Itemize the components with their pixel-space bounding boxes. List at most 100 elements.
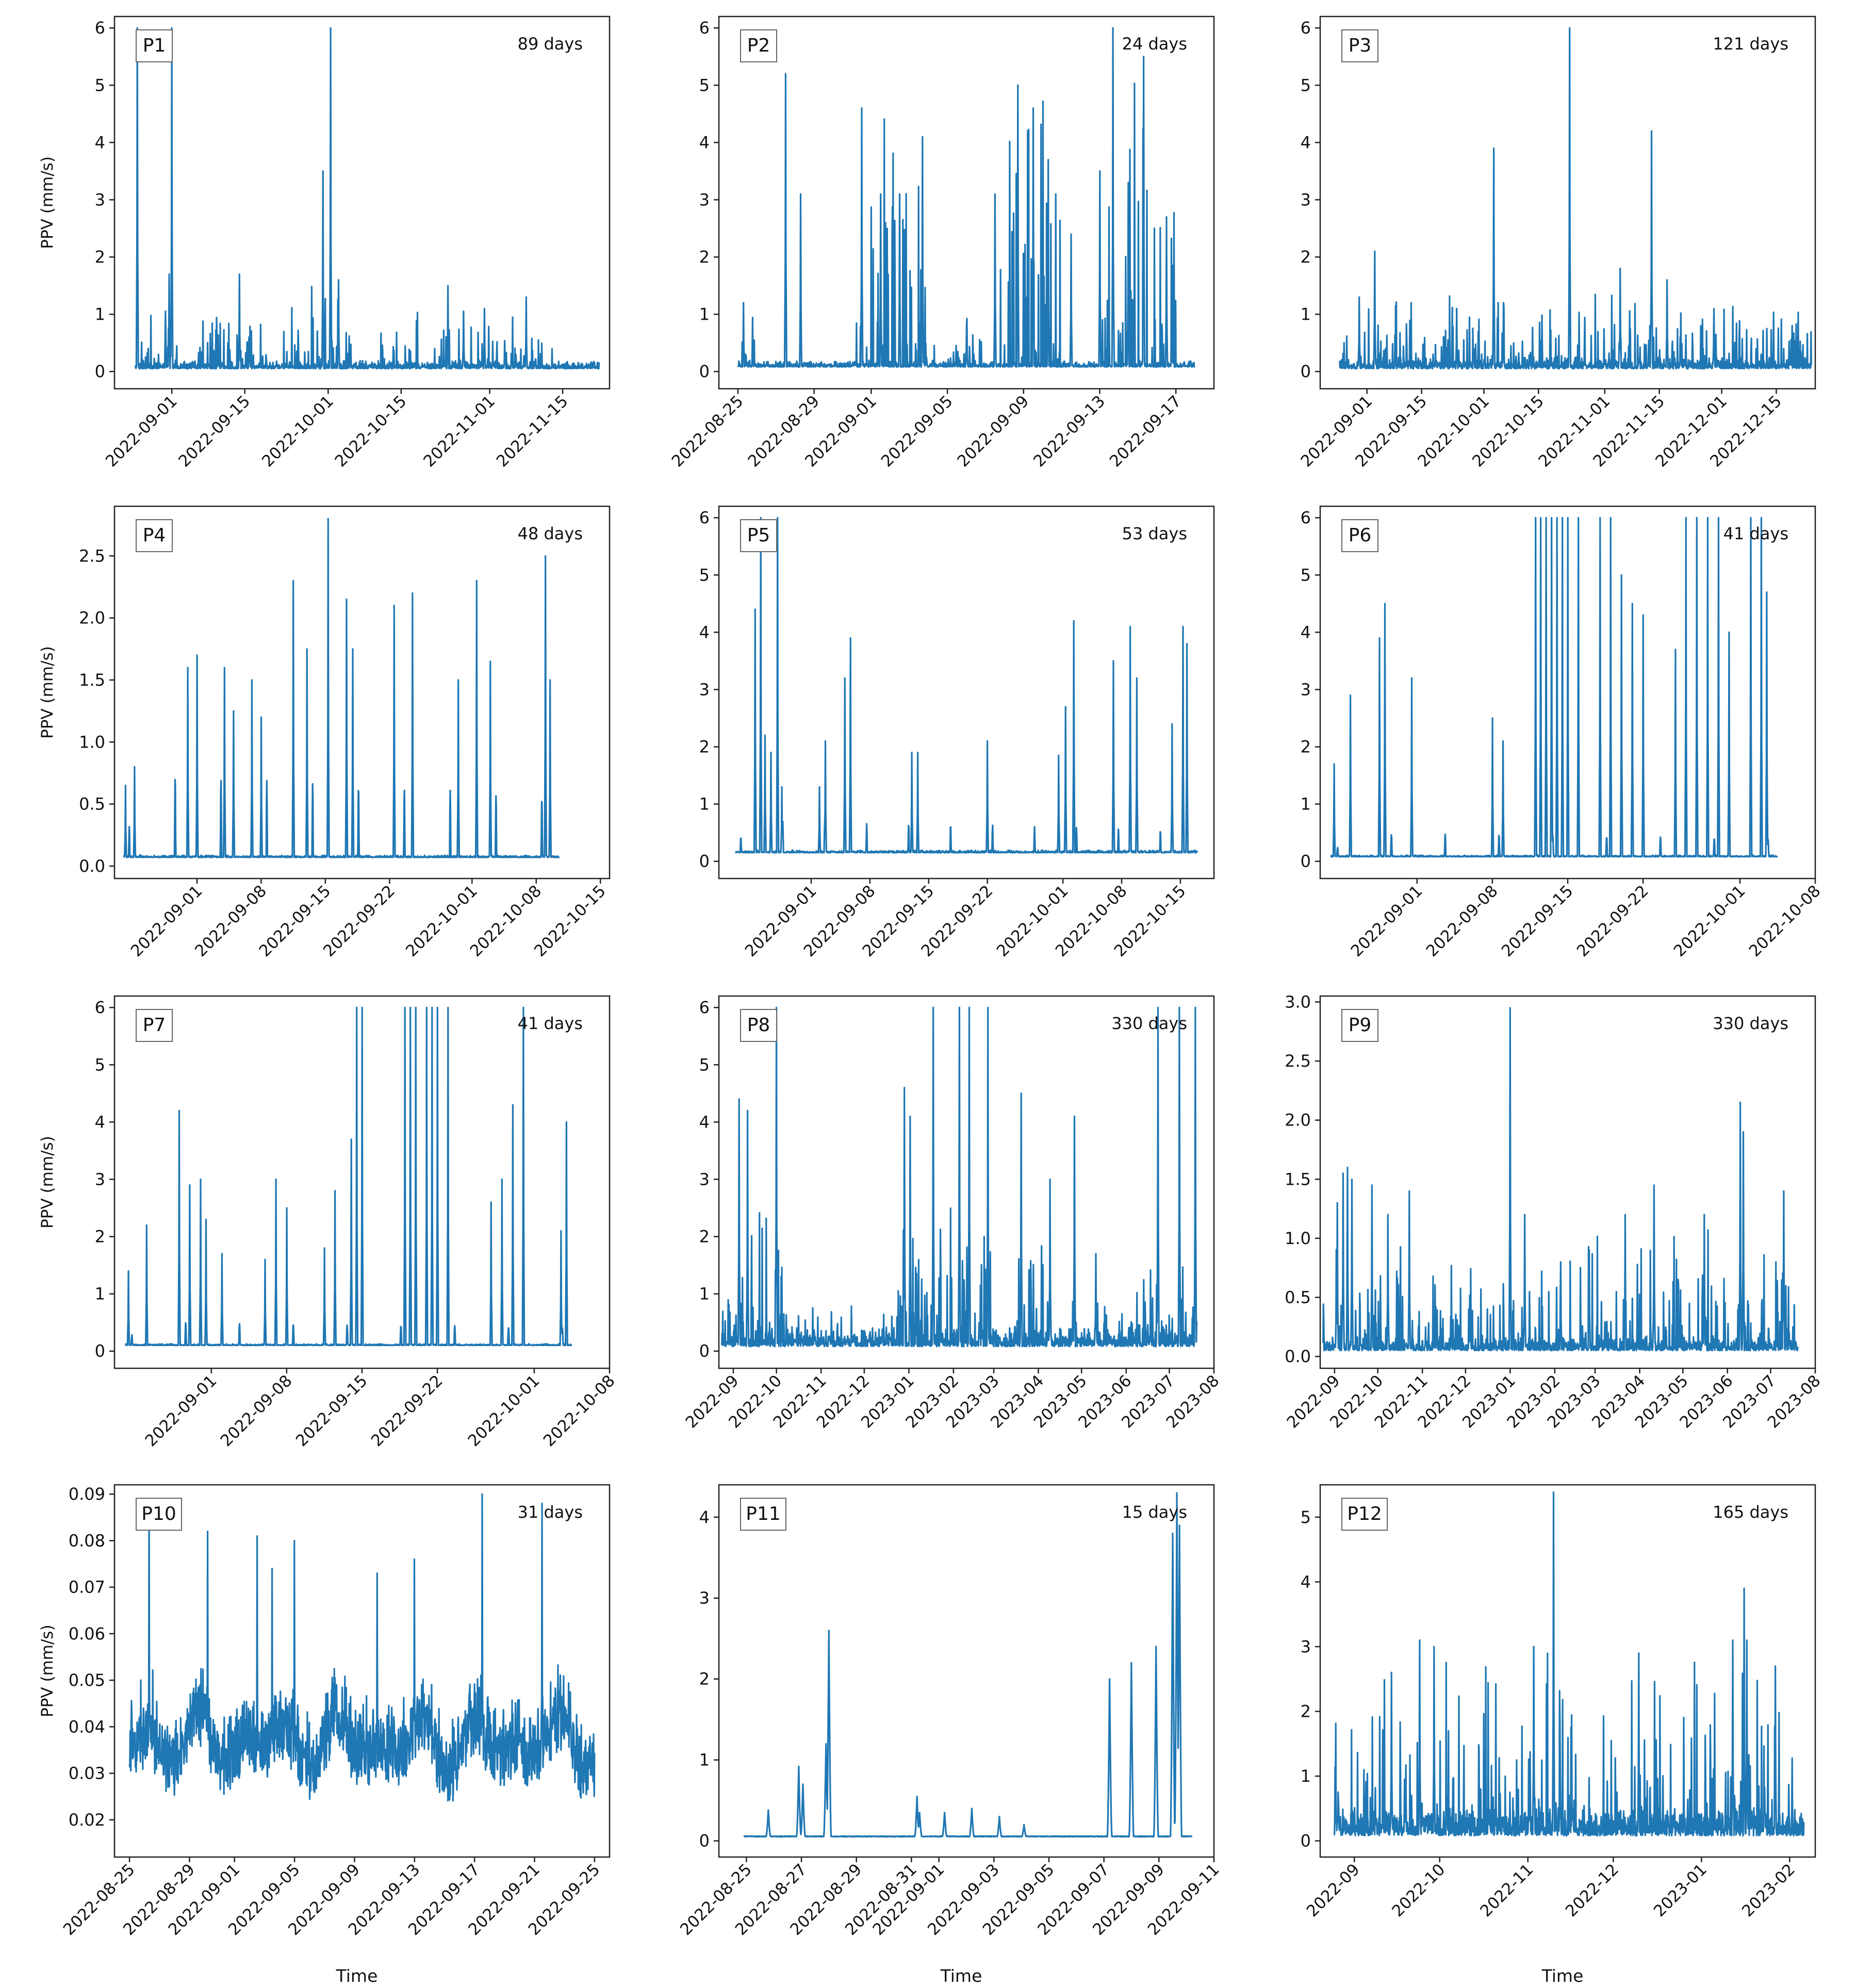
panel-label: P9 [1341,1009,1378,1042]
y-tick-label: 2 [699,1227,710,1247]
x-tick-label: 2022-09-01 [1348,882,1426,960]
x-tick-label: 2022-09-05 [878,392,957,471]
duration-label: 15 days [1122,1502,1187,1522]
y-tick-label: 2 [1301,737,1311,757]
y-tick-label: 4 [95,132,105,152]
y-tick-label: 3 [699,1588,710,1608]
panel-p8: 01234562022-092022-102022-112022-122023-… [682,995,1223,1432]
y-tick-label: 0 [699,1831,710,1851]
y-tick-label: 5 [1301,565,1311,585]
panel-label: P4 [136,519,173,552]
duration-label: 330 days [1111,1014,1187,1033]
panel-label-text: P8 [747,1015,770,1036]
x-axis-label: Time [336,1966,378,1986]
panel-label: P1 [136,29,173,62]
y-tick-label: 0.02 [69,1810,105,1830]
panel-label: P6 [1341,519,1378,552]
y-tick-label: 1.0 [79,732,105,752]
x-tick-label: 2022-10-08 [1746,882,1825,960]
duration-label: 330 days [1713,1014,1788,1033]
axes-frame [718,15,1215,390]
y-tick-label: 5 [95,75,105,95]
duration-label: 41 days [518,1014,583,1033]
y-tick-label: 2 [95,1227,105,1247]
panel-label: P2 [740,29,777,62]
y-tick-label: 3.0 [1285,992,1311,1012]
y-tick-label: 1.5 [79,670,105,690]
panel-p6: 01234562022-09-012022-09-082022-09-15202… [1301,505,1825,960]
y-tick-label: 0 [699,852,710,871]
axes-frame [718,1484,1215,1858]
y-tick-label: 0.0 [1285,1347,1311,1366]
y-tick-label: 1 [699,1750,710,1770]
y-tick-label: 5 [1301,1507,1311,1527]
x-tick-label: 2022-09-17 [1106,392,1185,471]
series-line [1334,1491,1805,1837]
panel-p11: 012342022-08-252022-08-272022-08-292022-… [677,1484,1223,1986]
y-tick-label: 5 [95,1055,105,1074]
y-tick-label: 0.06 [69,1624,105,1644]
panel-label-text: P3 [1349,35,1372,56]
y-tick-label: 5 [699,565,710,585]
series-line [721,1006,1198,1348]
duration-label: 121 days [1713,34,1788,54]
x-tick-label: 2022-09-08 [1423,882,1502,960]
y-tick-label: 1 [1301,1766,1311,1786]
x-tick-label: 2022-11-01 [420,392,499,471]
axes-frame [113,505,611,880]
y-tick-label: 4 [1301,1572,1311,1592]
x-tick-label: 2022-09-15 [175,392,254,471]
duration-label: 41 days [1723,524,1788,543]
y-tick-label: 1 [95,1284,105,1304]
y-tick-label: 2.5 [1285,1051,1311,1071]
y-tick-label: 2 [699,247,710,267]
x-tick-label: 2022-09-22 [368,1371,447,1450]
y-tick-label: 0 [1301,362,1311,382]
axes-frame [718,505,1215,880]
series-line [743,1492,1193,1838]
y-tick-label: 6 [95,998,105,1017]
x-tick-label: 2023-02 [1738,1860,1799,1920]
panel-p7: 01234562022-09-012022-09-082022-09-15202… [38,995,619,1450]
y-tick-label: 2 [1301,247,1311,267]
panel-label-text: P9 [1349,1015,1372,1036]
y-tick-label: 2.5 [79,546,105,566]
x-axis-label: Time [1541,1966,1584,1986]
x-tick-label: 2022-11-15 [493,392,572,471]
y-tick-label: 5 [699,75,710,95]
y-axis-label: PPV (mm/s) [38,1625,57,1717]
duration-label: 53 days [1122,524,1187,543]
y-tick-label: 4 [699,132,710,152]
y-tick-label: 3 [699,190,710,209]
y-tick-label: 0.03 [69,1764,105,1783]
y-tick-label: 0 [1301,852,1311,871]
y-tick-label: 6 [699,18,710,38]
axes-frame [1319,15,1816,390]
y-tick-label: 4 [699,622,710,642]
panel-label: P3 [1341,29,1378,62]
y-tick-label: 4 [95,1112,105,1132]
panel-label-text: P5 [747,525,770,546]
y-tick-label: 6 [95,18,105,38]
series-line [1322,1007,1799,1352]
panel-p4: 0.00.51.01.52.02.52022-09-012022-09-0820… [38,505,611,960]
y-tick-label: 1 [699,794,710,814]
x-tick-label: 2022-08-25 [668,392,747,471]
panel-p3: 01234562022-09-012022-09-152022-10-01202… [1297,15,1816,471]
y-tick-label: 3 [1301,190,1311,209]
y-tick-label: 1 [1301,794,1311,814]
duration-label: 31 days [518,1502,583,1522]
y-tick-label: 5 [1301,75,1311,95]
panel-p9: 0.00.51.01.52.02.53.02022-092022-102022-… [1284,992,1825,1432]
axes-frame [113,15,611,390]
panel-label-text: P12 [1347,1503,1382,1525]
panel-label-text: P4 [143,525,166,546]
x-tick-label: 2022-09-09 [954,392,1033,471]
x-tick-label: 2022-11 [1476,1860,1537,1920]
duration-label: 89 days [518,34,583,54]
panel-label-text: P11 [746,1503,781,1525]
panel-label-text: P7 [143,1015,166,1036]
y-tick-label: 5 [699,1055,710,1074]
